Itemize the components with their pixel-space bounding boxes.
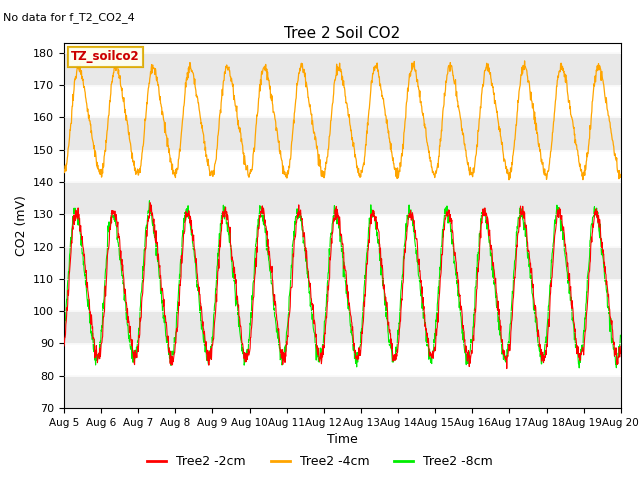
- Bar: [64, 182, 621, 214]
- Bar: [64, 376, 621, 408]
- Title: Tree 2 Soil CO2: Tree 2 Soil CO2: [284, 25, 401, 41]
- Legend: TZ_soilco2: TZ_soilco2: [68, 47, 143, 67]
- Bar: [64, 118, 621, 150]
- Bar: [64, 247, 621, 279]
- Bar: [64, 311, 621, 343]
- Text: No data for f_T2_CO2_4: No data for f_T2_CO2_4: [3, 12, 135, 23]
- Bar: [64, 53, 621, 85]
- X-axis label: Time: Time: [327, 433, 358, 446]
- Legend: Tree2 -2cm, Tree2 -4cm, Tree2 -8cm: Tree2 -2cm, Tree2 -4cm, Tree2 -8cm: [142, 450, 498, 473]
- Y-axis label: CO2 (mV): CO2 (mV): [15, 195, 28, 256]
